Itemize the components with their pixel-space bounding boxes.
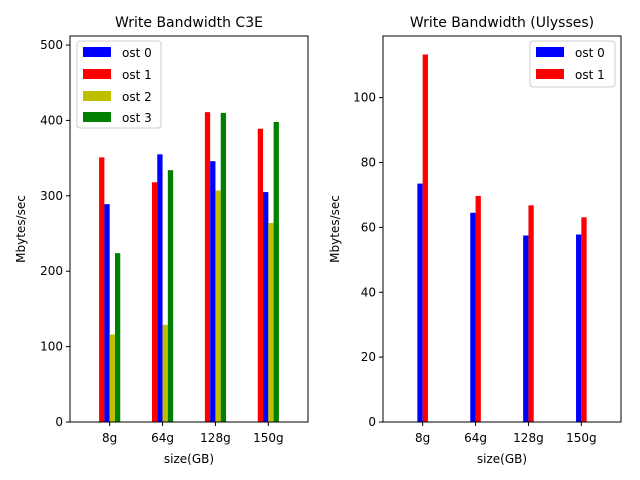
- chart-ulysses-y-tick-label: 40: [361, 285, 376, 299]
- chart-ulysses-frame: [382, 35, 622, 423]
- chart-c3e-bar-ost-2-128g: [215, 190, 221, 422]
- chart-c3e-bar-ost-0-64g: [157, 154, 163, 423]
- chart-c3e-y-tick-label: 100: [40, 340, 63, 354]
- chart-c3e-x-tick-label: 8g: [102, 431, 117, 445]
- chart-c3e-xlabel: size(GB): [164, 452, 214, 466]
- chart-ulysses-x-axis: 8g 64g 128g 150g: [415, 422, 597, 445]
- legend-ulysses-swatch-ost-1: [536, 69, 564, 79]
- chart-ulysses-y-tick-label: 20: [361, 350, 376, 364]
- legend-ulysses-label-ost-0: ost 0: [575, 46, 605, 60]
- chart-c3e-bar-ost-0-8g: [104, 204, 110, 422]
- chart-c3e-bar-ost-1-128g: [204, 112, 211, 422]
- chart-c3e-bar-ost-1-64g: [151, 182, 158, 422]
- chart-c3e-frame: [69, 35, 309, 423]
- chart-ulysses-bar-ost-0-8g: [417, 183, 423, 422]
- chart-ulysses-x-tick-label: 128g: [513, 431, 544, 445]
- legend-c3e-label-ost-3: ost 3: [122, 111, 152, 125]
- chart-c3e-title: Write Bandwidth C3E: [115, 15, 263, 31]
- chart-ulysses-bars: [417, 54, 587, 423]
- chart-ulysses-y-tick-label: 80: [361, 156, 376, 170]
- chart-c3e-bar-ost-1-8g: [99, 157, 105, 422]
- chart-ulysses-bar-ost-1-150g: [581, 217, 587, 422]
- chart-c3e-x-tick-label: 64g: [151, 431, 174, 445]
- chart-c3e-x-axis: 8g 64g 128g 150g: [102, 422, 284, 445]
- chart-c3e-y-tick-label: 400: [40, 113, 63, 127]
- legend-c3e-label-ost-1: ost 1: [122, 68, 152, 82]
- chart-ulysses-y-tick-label: 100: [353, 91, 376, 105]
- chart-c3e-bar-ost-3-64g: [167, 170, 174, 422]
- legend-c3e-label-ost-2: ost 2: [122, 90, 152, 104]
- chart-ulysses-y-tick-label: 0: [368, 415, 376, 429]
- chart-ulysses-x-tick-label: 150g: [566, 431, 597, 445]
- chart-c3e: Write Bandwidth C3E Mbytes/sec size(GB) …: [14, 15, 309, 466]
- chart-ulysses: Write Bandwidth (Ulysses) Mbytes/sec siz…: [328, 15, 622, 466]
- legend-c3e-swatch-ost-2: [83, 91, 111, 101]
- chart-ulysses-bar-ost-1-8g: [422, 54, 428, 423]
- chart-ulysses-bar-ost-0-128g: [523, 235, 529, 422]
- chart-ulysses-ylabel: Mbytes/sec: [328, 195, 342, 263]
- chart-c3e-bar-ost-0-128g: [210, 161, 216, 422]
- chart-c3e-y-tick-label: 0: [55, 415, 63, 429]
- legend-c3e-swatch-ost-1: [83, 69, 111, 79]
- chart-ulysses-bar-ost-1-128g: [528, 205, 534, 422]
- chart-c3e-bar-ost-2-8g: [109, 334, 115, 422]
- chart-ulysses-y-axis: 0 20 40 60 80 100: [353, 91, 383, 429]
- chart-c3e-y-tick-label: 200: [40, 264, 63, 278]
- chart-ulysses-x-tick-label: 8g: [415, 431, 430, 445]
- chart-ulysses-xlabel: size(GB): [477, 452, 527, 466]
- chart-c3e-ylabel: Mbytes/sec: [14, 195, 28, 263]
- chart-ulysses-bar-ost-0-150g: [576, 234, 582, 422]
- chart-c3e-bar-ost-2-64g: [162, 324, 168, 422]
- chart-c3e-bars: [99, 112, 279, 423]
- chart-ulysses-legend: ost 0 ost 1: [529, 40, 616, 88]
- chart-ulysses-bar-ost-1-64g: [475, 195, 481, 422]
- chart-c3e-y-tick-label: 500: [40, 38, 63, 52]
- chart-ulysses-y-tick-label: 60: [361, 220, 376, 234]
- chart-ulysses-bar-ost-0-64g: [470, 212, 476, 422]
- chart-c3e-bar-ost-3-128g: [220, 112, 227, 423]
- chart-c3e-bar-ost-0-150g: [263, 192, 269, 422]
- chart-ulysses-x-tick-label: 64g: [464, 431, 487, 445]
- chart-c3e-bar-ost-3-8g: [114, 253, 121, 423]
- legend-c3e-box: [76, 40, 162, 129]
- chart-c3e-bar-ost-1-150g: [257, 128, 264, 423]
- chart-c3e-bar-ost-2-150g: [268, 222, 274, 422]
- legend-ulysses-swatch-ost-0: [536, 47, 564, 57]
- chart-ulysses-title: Write Bandwidth (Ulysses): [410, 15, 594, 31]
- chart-c3e-legend: ost 0 ost 1 ost 2 ost 3: [76, 40, 162, 129]
- chart-c3e-bar-ost-3-150g: [273, 121, 279, 422]
- chart-c3e-y-tick-label: 300: [40, 189, 63, 203]
- legend-c3e-label-ost-0: ost 0: [122, 46, 152, 60]
- chart-c3e-x-tick-label: 128g: [200, 431, 231, 445]
- legend-c3e-swatch-ost-0: [83, 47, 111, 57]
- legend-ulysses-label-ost-1: ost 1: [575, 68, 605, 82]
- chart-c3e-x-tick-label: 150g: [253, 431, 284, 445]
- legend-c3e-swatch-ost-3: [83, 112, 111, 122]
- chart-c3e-y-axis: 0 100 200 300 400 500: [40, 38, 70, 429]
